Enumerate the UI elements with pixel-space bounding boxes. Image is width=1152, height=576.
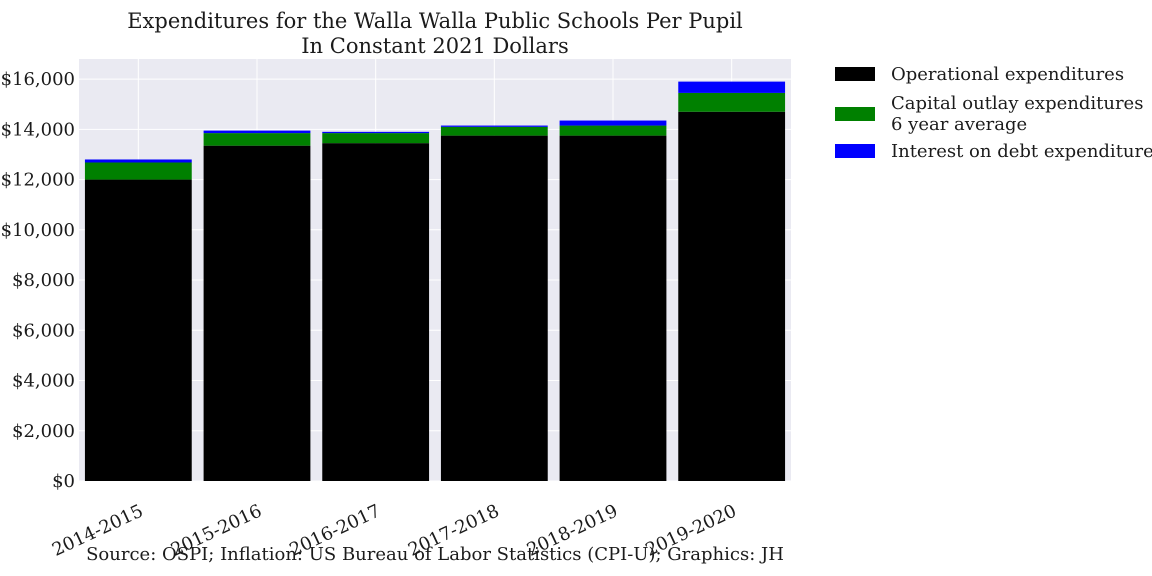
legend: Operational expenditures Capital outlay e… <box>835 64 1152 162</box>
source-note: Source: OSPI; Inflation: US Bureau of La… <box>86 544 784 565</box>
y-tick-label: $10,000 <box>1 220 75 241</box>
legend-label: Capital outlay expenditures 6 year averag… <box>891 93 1143 135</box>
bar-segment-series-0 <box>322 143 430 481</box>
legend-item-series-2: Interest on debt expenditures <box>835 141 1152 162</box>
legend-swatch <box>835 144 875 158</box>
bar-segment-series-1 <box>322 133 430 144</box>
y-tick-label: $16,000 <box>1 69 75 90</box>
bar-segment-series-0 <box>203 145 311 482</box>
bar-stack-2017-2018 <box>440 125 548 481</box>
bar-segment-series-2 <box>203 130 311 134</box>
legend-swatch <box>835 67 875 81</box>
bar-segment-series-2 <box>322 131 430 134</box>
bar-segment-series-2 <box>440 125 548 127</box>
legend-label: Operational expenditures <box>891 64 1124 85</box>
bar-segment-series-2 <box>84 159 192 163</box>
legend-item-series-1: Capital outlay expenditures 6 year averag… <box>835 93 1143 135</box>
legend-swatch <box>835 107 875 121</box>
bar-segment-series-0 <box>559 135 667 481</box>
legend-item-series-0: Operational expenditures <box>835 64 1124 85</box>
bar-segment-series-1 <box>203 133 311 146</box>
chart-subtitle: In Constant 2021 Dollars <box>301 34 568 58</box>
legend-label: Interest on debt expenditures <box>891 141 1152 162</box>
y-tick-label: $12,000 <box>1 170 75 191</box>
bar-segment-series-1 <box>678 92 786 112</box>
bar-stacks <box>84 81 786 482</box>
bar-segment-series-1 <box>559 125 667 136</box>
bar-segment-series-0 <box>678 111 786 481</box>
bar-stack-2015-2016 <box>203 130 311 482</box>
bar-stack-2014-2015 <box>84 159 192 482</box>
y-axis-ticks: $0 $2,000 $4,000 $6,000 $8,000 $10,000 $12,000… <box>1 69 75 492</box>
bar-segment-series-2 <box>559 120 667 126</box>
bar-stack-2019-2020 <box>678 81 786 481</box>
bar-segment-series-2 <box>678 81 786 93</box>
y-tick-label: $4,000 <box>12 371 75 392</box>
bar-stack-2018-2019 <box>559 120 667 481</box>
y-tick-label: $0 <box>52 471 75 492</box>
y-tick-label: $6,000 <box>12 320 75 341</box>
y-tick-label: $2,000 <box>12 421 75 442</box>
chart-title: Expenditures for the Walla Walla Public … <box>127 9 743 33</box>
y-tick-label: $14,000 <box>1 119 75 140</box>
bar-segment-series-0 <box>440 135 548 481</box>
bar-segment-series-1 <box>440 126 548 136</box>
bar-segment-series-1 <box>84 162 192 180</box>
grid-lines <box>79 59 791 482</box>
y-tick-label: $8,000 <box>12 270 75 291</box>
bar-stack-2016-2017 <box>322 131 430 481</box>
bar-segment-series-0 <box>84 179 192 482</box>
